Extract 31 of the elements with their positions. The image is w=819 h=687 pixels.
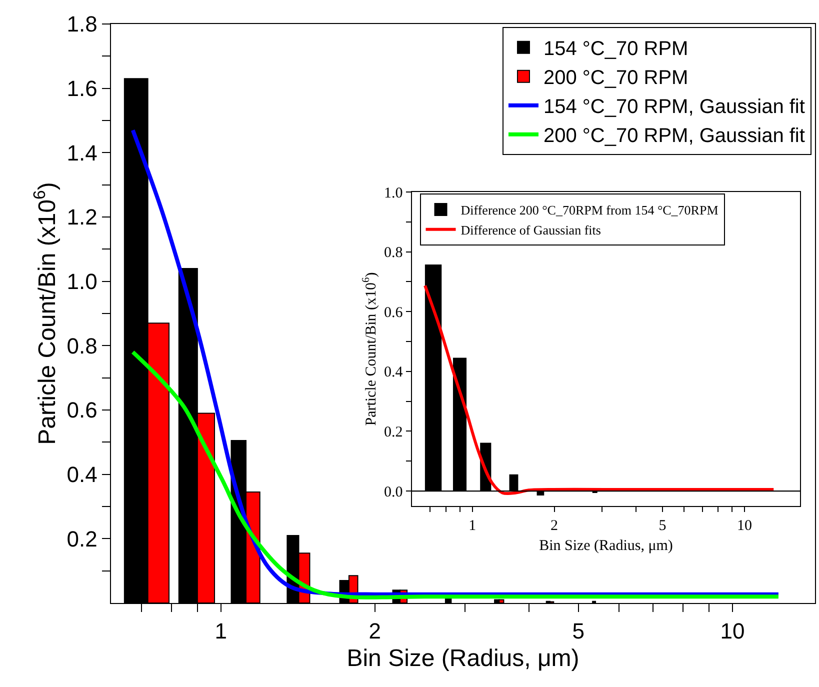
y-tick-label: 0.2 xyxy=(66,526,98,552)
y-tick-label: 0.0 xyxy=(384,484,403,500)
x-tick-label: 5 xyxy=(658,518,666,534)
x-axis-title: Bin Size (Radius, μm) xyxy=(539,538,673,554)
y-tick-label: 0.6 xyxy=(66,398,98,423)
x-tick-label: 5 xyxy=(572,618,585,644)
y-tick-label: 0.2 xyxy=(384,424,403,440)
x-tick-label: 2 xyxy=(368,618,381,644)
y-tick-label: 0.8 xyxy=(384,245,403,262)
y-tick-label: 1.0 xyxy=(384,185,403,202)
y-tick-label: 1.6 xyxy=(66,76,98,102)
y-tick-label: 1.0 xyxy=(66,269,98,294)
y-tick-label: 0.6 xyxy=(384,304,404,321)
legend-label: 154 °C_70 RPM xyxy=(543,38,688,60)
x-tick-label: 2 xyxy=(550,518,558,534)
legend-label: 200 °C_70 RPM xyxy=(543,67,688,90)
legend-label: 154 °C_70 RPM, Gaussian fit xyxy=(543,96,806,118)
y-tick-label: 1.8 xyxy=(66,12,98,37)
y-tick-label: 1.4 xyxy=(66,140,98,166)
x-tick-label: 10 xyxy=(720,618,745,644)
legend-label: 200 °C_70 RPM, Gaussian fit xyxy=(543,125,806,148)
x-tick-label: 10 xyxy=(736,518,752,534)
legend-label: Difference of Gaussian fits xyxy=(460,222,601,238)
legend-label: Difference 200 °C_70RPM from 154 °C_70RPM xyxy=(460,202,719,218)
y-tick-label: 0.8 xyxy=(66,333,98,358)
x-axis-title: Bin Size (Radius, μm) xyxy=(346,644,580,672)
y-tick-label: 0.4 xyxy=(66,462,98,488)
y-tick-label: 1.2 xyxy=(66,204,98,230)
x-tick-label: 1 xyxy=(468,518,476,534)
y-tick-label: 0.4 xyxy=(384,364,404,381)
x-tick-label: 1 xyxy=(214,618,227,644)
